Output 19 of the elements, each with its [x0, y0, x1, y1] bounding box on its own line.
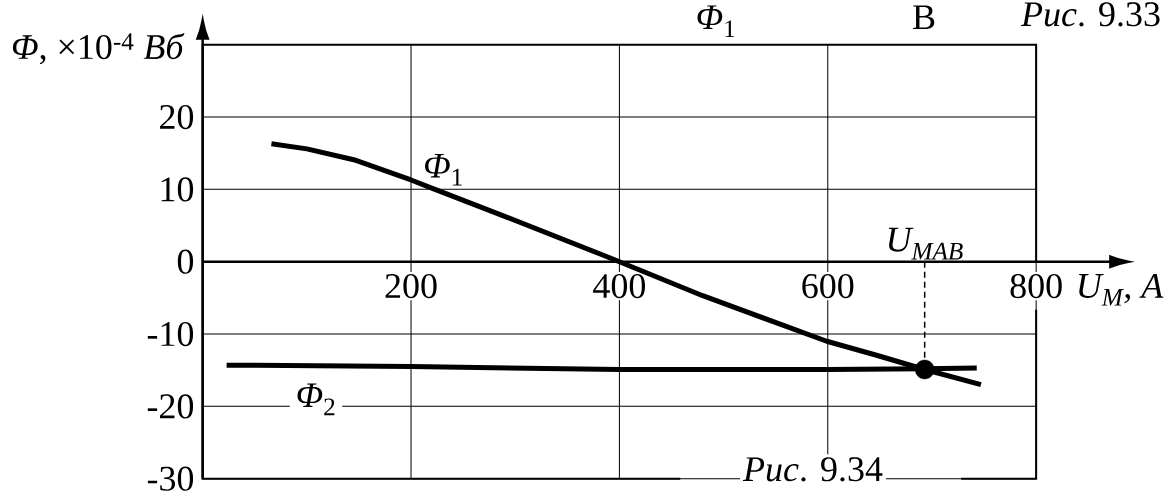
x-tick-label: 400	[593, 273, 646, 299]
x-tick-label: 800	[1010, 273, 1062, 299]
x-tick-label: 200	[385, 273, 437, 299]
text: Рис. 9.33	[1020, 2, 1160, 27]
text: Φ$_{1}$	[697, 5, 735, 38]
y-tick-label: -20	[147, 394, 194, 419]
y-tick-label: 0	[177, 249, 194, 274]
series-label: Φ$_{2}$	[297, 383, 335, 416]
y-tick-label: 20	[160, 104, 194, 130]
y-tick-label: -30	[147, 466, 194, 491]
text: B	[913, 5, 935, 30]
annotation: U$_{MAB}$	[888, 227, 963, 260]
x-tick-label: 600	[802, 273, 854, 299]
y-tick-label: 10	[161, 177, 194, 202]
annotation: Рис. 9.34	[742, 457, 883, 482]
y-tick-label: -10	[147, 321, 194, 347]
series-label: Φ$_{1}$	[425, 153, 462, 186]
y-axis-title: Φ, ×10$^{-4}$ Вб	[12, 33, 185, 65]
x-axis-title: U$_{M}$, A	[1079, 273, 1164, 306]
